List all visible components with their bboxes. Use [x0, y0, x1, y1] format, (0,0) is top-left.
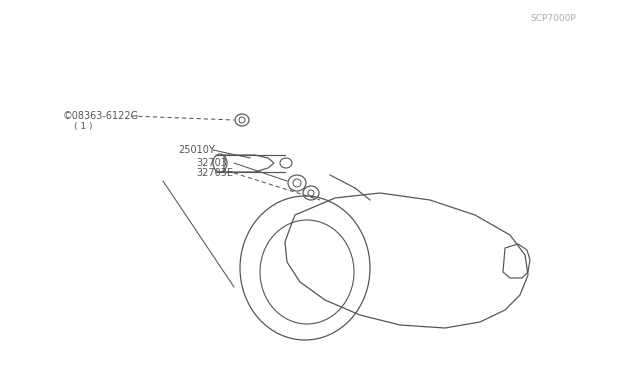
Text: 32703E: 32703E	[196, 168, 233, 178]
Text: 25010Y: 25010Y	[178, 145, 215, 155]
Text: SCP7000P: SCP7000P	[530, 14, 576, 23]
Text: ©08363-6122G: ©08363-6122G	[63, 111, 139, 121]
Text: 32703: 32703	[196, 158, 227, 168]
Text: ( 1 ): ( 1 )	[74, 122, 93, 131]
